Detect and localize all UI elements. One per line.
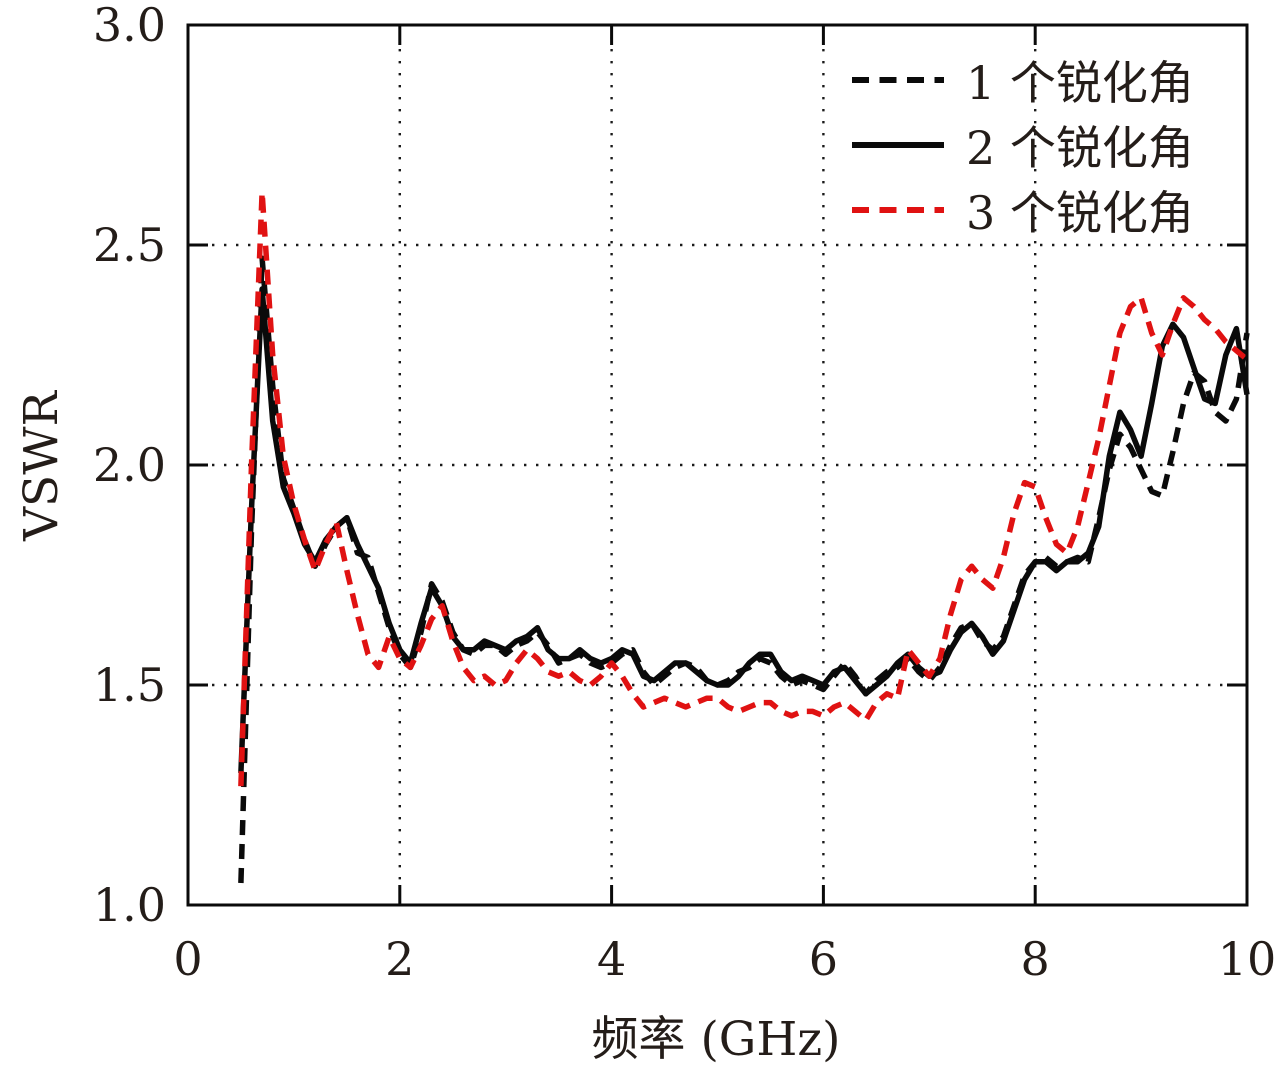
y-tick-label-2.5: 2.5 [93, 218, 166, 272]
curve-series-1 [238, 255, 1250, 884]
legend-line-black-solid-icon [852, 141, 944, 148]
legend-item-2: 2 个锐化角 [852, 112, 1194, 177]
legend-label-2: 2 个锐化角 [966, 120, 1194, 175]
y-tick-label-3.0: 3.0 [93, 0, 166, 52]
y-axis-title: VSWR [14, 391, 69, 541]
x-axis-title: 频率 (GHz) [591, 1012, 841, 1067]
legend: 1 个锐化角 2 个锐化角 3 个锐化角 [852, 47, 1194, 242]
legend-label-1: 1 个锐化角 [966, 55, 1194, 110]
x-tick-label-2: 2 [385, 932, 414, 986]
curve-series-2 [238, 286, 1250, 774]
legend-line-red-dashed-icon [852, 206, 944, 213]
y-tick-label-1.0: 1.0 [93, 878, 166, 932]
x-tick-label-8: 8 [1021, 932, 1050, 986]
legend-line-black-dashed-icon [852, 76, 944, 83]
x-tick-label-6: 6 [809, 932, 838, 986]
x-tick-label-4: 4 [597, 932, 626, 986]
y-tick-label-2.0: 2.0 [93, 438, 166, 492]
curve-series-3 [238, 189, 1249, 787]
legend-item-3: 3 个锐化角 [852, 177, 1194, 242]
legend-item-1: 1 个锐化角 [852, 47, 1194, 112]
x-tick-label-0: 0 [173, 932, 202, 986]
y-tick-label-1.5: 1.5 [93, 658, 166, 712]
x-tick-label-10: 10 [1218, 932, 1277, 986]
legend-label-3: 3 个锐化角 [966, 185, 1194, 240]
